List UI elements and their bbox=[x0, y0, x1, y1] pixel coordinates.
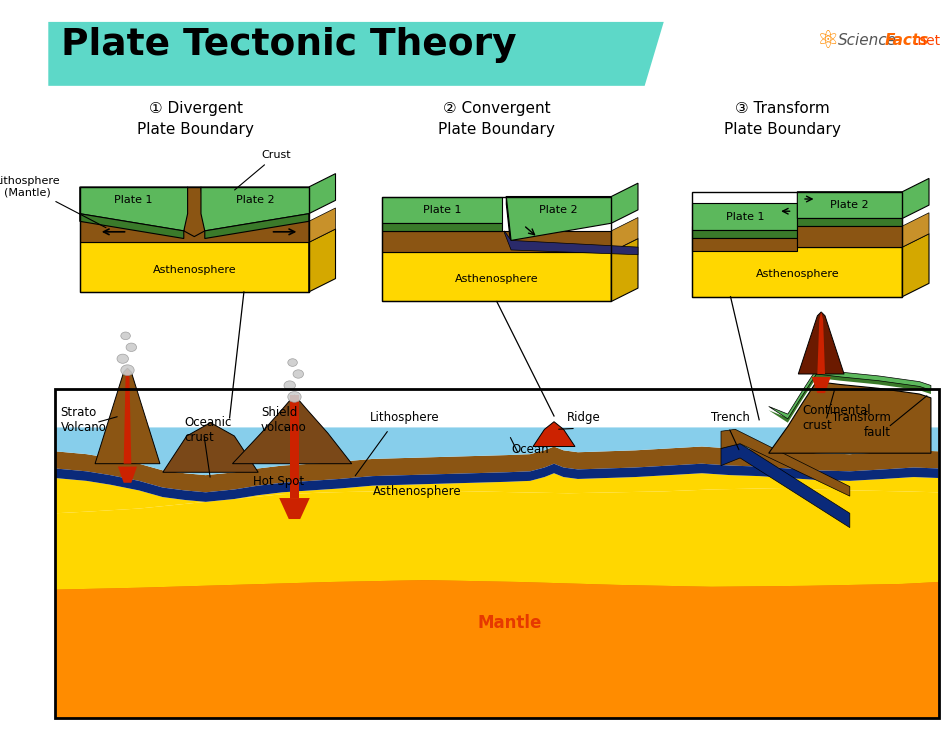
Text: Plate 2: Plate 2 bbox=[540, 205, 579, 215]
Text: ① Divergent
Plate Boundary: ① Divergent Plate Boundary bbox=[138, 101, 255, 137]
Text: Trench: Trench bbox=[712, 411, 750, 424]
Ellipse shape bbox=[117, 354, 128, 364]
Polygon shape bbox=[254, 652, 416, 731]
Text: Plate 1: Plate 1 bbox=[423, 205, 461, 215]
Polygon shape bbox=[279, 498, 310, 519]
Polygon shape bbox=[95, 368, 160, 464]
Polygon shape bbox=[769, 381, 931, 453]
Text: Asthenosphere: Asthenosphere bbox=[755, 269, 839, 280]
Polygon shape bbox=[902, 233, 929, 297]
Text: .net: .net bbox=[914, 34, 940, 48]
Polygon shape bbox=[201, 174, 335, 231]
Bar bbox=[55, 389, 939, 719]
Ellipse shape bbox=[288, 391, 301, 402]
Bar bbox=[55, 580, 939, 719]
Polygon shape bbox=[382, 223, 502, 231]
Polygon shape bbox=[611, 239, 638, 301]
Polygon shape bbox=[290, 395, 299, 498]
Text: Plate 1: Plate 1 bbox=[114, 195, 153, 206]
Ellipse shape bbox=[293, 370, 304, 378]
Polygon shape bbox=[769, 373, 931, 423]
Polygon shape bbox=[506, 197, 511, 248]
Text: ⚛: ⚛ bbox=[816, 29, 839, 53]
Polygon shape bbox=[55, 427, 939, 475]
Text: Transform
fault: Transform fault bbox=[832, 411, 891, 439]
Polygon shape bbox=[797, 178, 929, 218]
Ellipse shape bbox=[121, 365, 134, 375]
Polygon shape bbox=[80, 187, 187, 231]
Polygon shape bbox=[693, 238, 797, 251]
Text: Crust: Crust bbox=[235, 150, 291, 190]
Polygon shape bbox=[611, 218, 638, 252]
Polygon shape bbox=[55, 473, 939, 513]
Polygon shape bbox=[769, 370, 931, 419]
Text: Facts: Facts bbox=[885, 34, 929, 49]
Polygon shape bbox=[309, 208, 335, 242]
Polygon shape bbox=[902, 212, 929, 247]
Text: Science: Science bbox=[837, 34, 897, 49]
Polygon shape bbox=[80, 214, 183, 239]
Polygon shape bbox=[693, 203, 797, 230]
Polygon shape bbox=[693, 226, 902, 247]
Ellipse shape bbox=[284, 381, 295, 390]
Polygon shape bbox=[55, 447, 939, 492]
Polygon shape bbox=[55, 488, 939, 589]
Polygon shape bbox=[693, 230, 797, 238]
Polygon shape bbox=[80, 242, 309, 292]
Polygon shape bbox=[382, 252, 611, 301]
Text: Asthenosphere: Asthenosphere bbox=[153, 265, 237, 275]
Bar bbox=[55, 389, 939, 719]
Text: Asthenosphere: Asthenosphere bbox=[372, 485, 462, 497]
Text: Plate 1: Plate 1 bbox=[726, 212, 764, 221]
Polygon shape bbox=[162, 423, 258, 472]
Polygon shape bbox=[233, 395, 352, 464]
Ellipse shape bbox=[126, 343, 137, 352]
Polygon shape bbox=[506, 183, 638, 240]
Polygon shape bbox=[382, 231, 611, 252]
Polygon shape bbox=[504, 231, 638, 255]
Ellipse shape bbox=[121, 332, 130, 340]
Polygon shape bbox=[118, 467, 137, 482]
Text: ② Convergent
Plate Boundary: ② Convergent Plate Boundary bbox=[438, 101, 555, 137]
Polygon shape bbox=[721, 429, 850, 496]
Text: ③ Transform
Plate Boundary: ③ Transform Plate Boundary bbox=[724, 101, 841, 137]
Polygon shape bbox=[811, 377, 830, 393]
Polygon shape bbox=[798, 312, 845, 374]
Text: Strato
Volcano: Strato Volcano bbox=[61, 406, 106, 435]
Polygon shape bbox=[797, 218, 902, 226]
Polygon shape bbox=[721, 444, 850, 527]
Text: Ocean: Ocean bbox=[511, 443, 549, 456]
Polygon shape bbox=[48, 22, 664, 86]
Text: Hot Spot: Hot Spot bbox=[254, 475, 305, 488]
Text: Plate 2: Plate 2 bbox=[236, 195, 275, 206]
Text: Lithosphere
(Mantle): Lithosphere (Mantle) bbox=[0, 176, 106, 227]
Text: Asthenosphere: Asthenosphere bbox=[455, 275, 539, 284]
Polygon shape bbox=[382, 197, 502, 223]
Polygon shape bbox=[309, 229, 335, 292]
Text: Plate Tectonic Theory: Plate Tectonic Theory bbox=[61, 27, 517, 63]
Text: Mantle: Mantle bbox=[478, 614, 542, 632]
Text: Ridge: Ridge bbox=[566, 411, 600, 424]
Polygon shape bbox=[817, 312, 825, 374]
Polygon shape bbox=[693, 247, 902, 297]
Polygon shape bbox=[205, 214, 309, 239]
Polygon shape bbox=[55, 580, 939, 719]
Polygon shape bbox=[124, 368, 131, 464]
Text: Shield
volcano: Shield volcano bbox=[261, 406, 307, 435]
Polygon shape bbox=[80, 221, 309, 242]
Polygon shape bbox=[183, 187, 205, 236]
Text: Continental
crust: Continental crust bbox=[802, 404, 871, 432]
Polygon shape bbox=[797, 226, 902, 247]
Text: Oceanic
crust: Oceanic crust bbox=[184, 416, 232, 444]
Text: Plate 2: Plate 2 bbox=[830, 200, 869, 210]
Polygon shape bbox=[533, 422, 575, 447]
Ellipse shape bbox=[288, 359, 297, 367]
Polygon shape bbox=[55, 464, 939, 502]
Text: Lithosphere: Lithosphere bbox=[370, 411, 440, 424]
